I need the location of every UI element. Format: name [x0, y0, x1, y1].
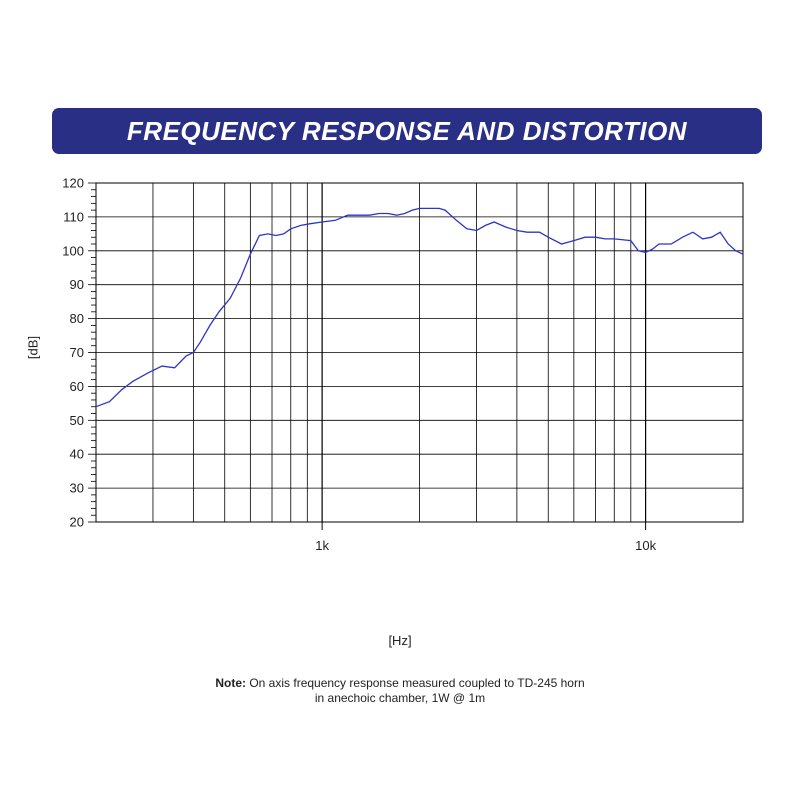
note-label: Note:	[215, 676, 246, 690]
note-line-1: Note: On axis frequency response measure…	[0, 676, 800, 691]
y-tick-label: 40	[70, 447, 84, 462]
y-tick-label: 30	[70, 481, 84, 496]
plot-area-border	[95, 182, 744, 523]
y-tick-label: 20	[70, 515, 84, 530]
x-tick-label: 1k	[315, 538, 329, 553]
y-tick-label: 120	[62, 176, 84, 191]
measurement-note: Note: On axis frequency response measure…	[0, 676, 800, 706]
chart-title: FREQUENCY RESPONSE AND DISTORTION	[126, 116, 688, 146]
y-tick-label: 80	[70, 311, 84, 326]
y-tick-label: 50	[70, 413, 84, 428]
x-tick-label: 10k	[635, 538, 656, 553]
y-axis-label: [dB]	[25, 335, 41, 360]
note-text-1: On axis frequency response measured coup…	[249, 676, 585, 690]
y-tick-label: 90	[70, 277, 84, 292]
response-curve	[95, 207, 744, 408]
y-tick-label: 100	[62, 243, 84, 258]
y-tick-label: 60	[70, 379, 84, 394]
x-axis-label: [Hz]	[388, 633, 412, 648]
y-tick-label: 110	[63, 209, 84, 224]
title-banner: FREQUENCY RESPONSE AND DISTORTION	[52, 108, 762, 154]
note-text-2: in anechoic chamber, 1W @ 1m	[314, 691, 486, 705]
y-tick-label: 70	[70, 345, 84, 360]
